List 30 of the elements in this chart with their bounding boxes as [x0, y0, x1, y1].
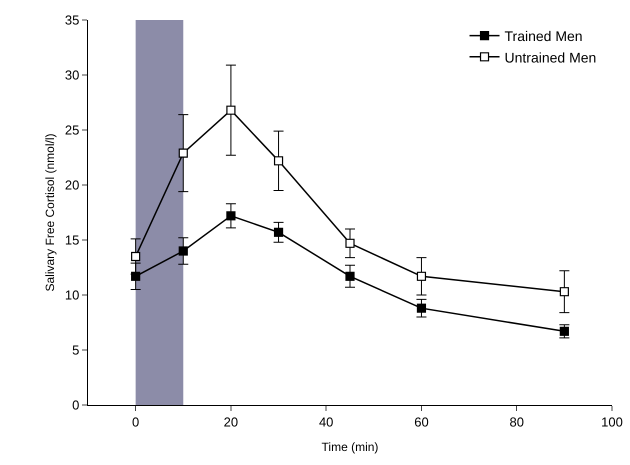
point — [131, 252, 140, 262]
x-tick-label: 20 — [224, 414, 238, 430]
x-axis-title: Time (min) — [322, 440, 378, 454]
point — [345, 272, 355, 281]
point — [274, 156, 284, 166]
y-tick-label: 10 — [64, 288, 80, 303]
point — [274, 228, 284, 237]
legend-label: Untrained Men — [504, 49, 596, 66]
y-tick-label: 5 — [72, 342, 80, 358]
y-tick-label: 35 — [64, 12, 80, 28]
y-axis-title: Salivary Free Cortisol (nmol/l) — [43, 133, 57, 292]
x-tick-label: 40 — [318, 414, 334, 430]
legend-label: Trained Men — [504, 28, 583, 44]
y-tick-label: 30 — [64, 68, 80, 83]
x-tick-label: 60 — [414, 414, 429, 430]
point — [178, 246, 188, 256]
x-tick-label: 100 — [601, 414, 623, 430]
point — [226, 211, 236, 220]
x-tick-label: 0 — [132, 414, 140, 430]
y-tick-label: 15 — [64, 232, 80, 248]
y-tick-label: 20 — [64, 178, 80, 193]
point — [345, 238, 355, 248]
y-tick-label: 0 — [72, 398, 80, 413]
y-tick-label: 25 — [64, 122, 80, 138]
point — [560, 287, 569, 296]
x-tick-label: 80 — [509, 414, 524, 430]
point — [416, 272, 426, 281]
point — [178, 148, 188, 158]
point — [226, 106, 236, 115]
point — [416, 304, 426, 313]
